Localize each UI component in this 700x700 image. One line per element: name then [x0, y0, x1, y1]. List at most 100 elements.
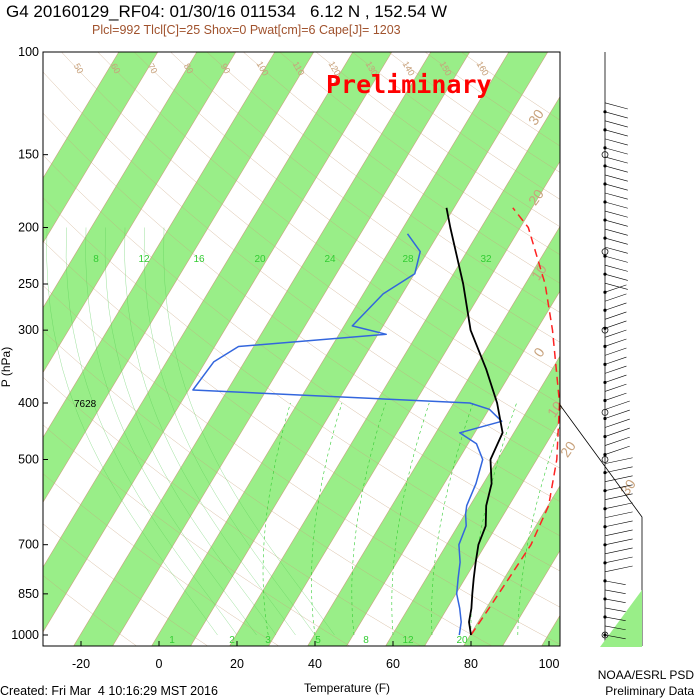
mixing-ratio-label: 12 [138, 254, 150, 265]
dry-adiabat [43, 575, 138, 646]
dry-adiabat [170, 52, 560, 343]
mixing-ratio-line [311, 402, 343, 636]
mixing-ratio-bottom-label: 5 [315, 635, 321, 646]
dry-adiabat [43, 112, 560, 502]
wind-barb-dot [603, 308, 607, 312]
wind-barb [604, 475, 633, 482]
wind-barb [604, 237, 628, 245]
wind-barb [604, 374, 627, 383]
wind-barb-dot [603, 380, 607, 385]
wind-barb-dot [603, 471, 607, 475]
wind-barb-dot [603, 579, 607, 583]
wind-barb-dot [603, 489, 607, 493]
wind-barb [604, 102, 628, 110]
wind-barb [604, 201, 628, 209]
wind-panel-band [600, 590, 642, 647]
wind-barb [604, 284, 627, 293]
wind-barb [604, 293, 627, 302]
wind-barb [604, 427, 630, 437]
dry-adiabat [43, 473, 280, 646]
isotherm-line [659, 52, 700, 646]
wind-barb-dot [603, 128, 607, 132]
wind-barb [604, 409, 630, 419]
wind-barb-dot [603, 525, 607, 529]
moist-adiabat [124, 227, 296, 636]
dry-adiabat-label: 60 [109, 62, 123, 76]
wind-barb-dot [603, 434, 607, 439]
isotherm-line [307, 225, 560, 646]
wind-barb-dot [603, 398, 607, 403]
wind-barb [604, 210, 628, 218]
wind-barb [604, 320, 627, 329]
wind-barb [604, 392, 627, 401]
moist-adiabat [163, 227, 335, 636]
wind-barb-dot [603, 507, 607, 511]
isotherm-line [541, 614, 560, 646]
wind-barb-dot [603, 543, 607, 547]
dry-adiabat [43, 71, 560, 469]
wind-barb [604, 565, 633, 573]
chart-title: G4 20160129_RF04: 01/30/16 011534 6.12 N… [6, 2, 448, 21]
mixing-ratio-label: 16 [193, 254, 205, 265]
wind-barb [604, 120, 628, 128]
wind-barb-dot [603, 615, 607, 619]
wind-barb [604, 634, 626, 640]
dry-adiabat-label: 70 [146, 62, 160, 76]
wind-barb [604, 147, 628, 155]
wind-barb [604, 138, 628, 146]
y-tick-label: 500 [18, 452, 39, 466]
wind-barb [604, 165, 628, 173]
wind-barb-dot [603, 272, 607, 276]
isotherm-line [43, 52, 120, 179]
wind-barb [604, 589, 626, 594]
preliminary-data-label: Preliminary Data [605, 684, 694, 698]
mixing-ratio-line [431, 402, 474, 636]
mixing-ratio-line [391, 402, 430, 636]
x-tick-label: 40 [308, 657, 322, 671]
parcel-profile [470, 207, 561, 636]
isotherm-line [463, 485, 560, 646]
wind-barb [604, 598, 626, 603]
dry-adiabat [43, 285, 560, 645]
dry-adiabat [97, 52, 560, 405]
wind-barb [604, 502, 633, 510]
wind-barb [604, 228, 628, 236]
dry-adiabat-label: 50 [72, 62, 86, 76]
wind-barb [604, 356, 627, 365]
y-tick-label: 400 [18, 396, 39, 410]
mixing-ratio-label: 28 [402, 254, 414, 265]
isotherm-line [268, 160, 560, 646]
wind-barb [604, 625, 626, 631]
mixing-ratio-label: 24 [324, 254, 336, 265]
x-tick-label: 80 [464, 657, 478, 671]
dry-adiabat [61, 52, 560, 436]
plot-frame [42, 51, 561, 647]
wind-barb-dot [603, 200, 607, 204]
mixing-ratio-label: 8 [93, 254, 99, 265]
chart-subtitle: Plcl=992 Tlcl[C]=25 Shox=0 Pwat[cm]=6 Ca… [92, 23, 401, 37]
wind-barb [604, 607, 626, 613]
wind-barb [604, 329, 627, 338]
isotherm-band [151, 52, 548, 646]
dry-adiabat [43, 330, 493, 646]
wind-barb [604, 520, 633, 528]
y-tick-label: 1000 [11, 628, 39, 642]
isotherm-line [581, 52, 700, 646]
y-tick-label: 250 [18, 277, 39, 291]
isotherm-line [346, 290, 560, 646]
dry-adiabat [134, 52, 560, 373]
wind-barb [604, 302, 627, 311]
wind-barb [604, 219, 628, 227]
calm-wind-circle [601, 631, 609, 639]
temperature-profile [445, 207, 504, 636]
wind-barb [604, 183, 628, 191]
dry-adiabat [43, 376, 422, 646]
calm-wind-circle [601, 408, 609, 416]
wind-barb [604, 347, 627, 356]
wind-barb [604, 264, 628, 272]
wind-barb [604, 311, 627, 320]
skewed-isotherm-label: 0 [530, 344, 548, 360]
wind-barb-dot [603, 344, 607, 348]
x-tick-label: 20 [230, 657, 244, 671]
dry-adiabat-label: 90 [219, 62, 233, 76]
